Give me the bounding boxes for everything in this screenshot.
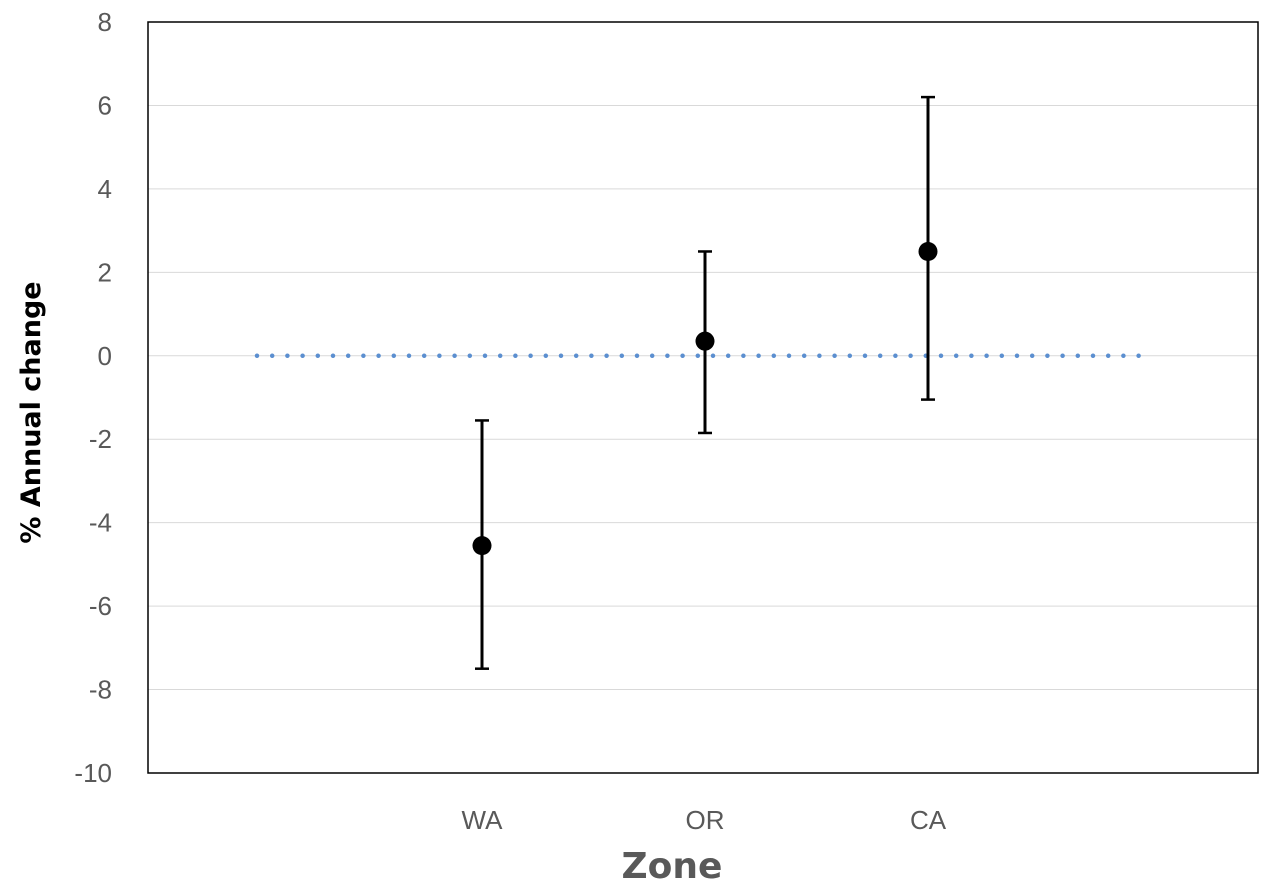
data-point — [918, 241, 938, 261]
y-tick-label: 2 — [98, 257, 112, 287]
x-tick-label: OR — [686, 805, 725, 835]
y-tick-label: 4 — [98, 174, 112, 204]
y-tick-label: -2 — [89, 424, 112, 454]
plot-area-frame — [147, 21, 1259, 774]
data-point — [695, 331, 715, 351]
y-tick-label: -4 — [89, 508, 112, 538]
data-points — [472, 241, 938, 556]
y-tick-label: -6 — [89, 591, 112, 621]
x-tick-labels: WA OR CA — [462, 805, 947, 835]
y-axis-title: % Annual change — [16, 281, 47, 543]
error-bars — [475, 95, 935, 670]
y-tick-label: 0 — [98, 341, 112, 371]
x-tick-label: CA — [910, 805, 947, 835]
y-tick-label: 6 — [98, 90, 112, 120]
x-tick-label: WA — [462, 805, 504, 835]
data-point — [472, 536, 492, 556]
y-tick-label: 8 — [98, 7, 112, 37]
gridlines — [148, 104, 1258, 691]
y-tick-label: -8 — [89, 675, 112, 705]
y-tick-labels: -10 -8 -6 -4 -2 0 2 4 6 8 — [74, 7, 112, 788]
y-tick-label: -10 — [74, 758, 112, 788]
x-axis-title: Zone — [622, 846, 723, 884]
